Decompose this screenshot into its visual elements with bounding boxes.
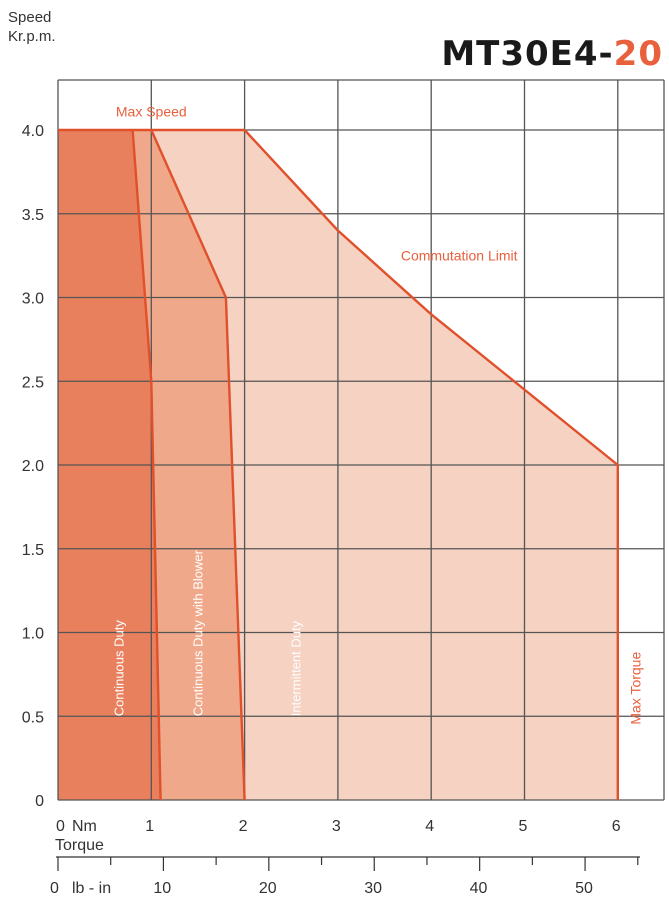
y-tick-label: 3.0 (22, 291, 44, 308)
x2-tick-label: 40 (470, 880, 488, 897)
y-tick-label: 0.5 (22, 709, 44, 726)
x-tick-label: 0 (56, 818, 65, 835)
x-tick-label: 3 (332, 818, 341, 835)
y-axis-label-unit: Kr.p.m. (8, 28, 56, 45)
x-tick-label: 2 (239, 818, 248, 835)
model-title: MT30E4-20 (441, 34, 663, 74)
y-tick-label: 2.0 (22, 458, 44, 475)
region-label-continuous-duty-region: Continuous Duty (111, 620, 126, 717)
x-axis-name-label: Torque (55, 837, 104, 854)
x-tick-label: 5 (519, 818, 528, 835)
y-tick-label: 2.5 (22, 374, 44, 391)
region-label-intermittent-duty-region: Intermittent Duty (289, 620, 304, 716)
x-tick-label: 6 (612, 818, 621, 835)
y-axis-label-speed: Speed (8, 9, 52, 26)
region-label-continuous-duty-blower-region: Continuous Duty with Blower (191, 549, 206, 716)
y-tick-label: 0 (35, 793, 44, 810)
x2-tick-label: 20 (259, 880, 277, 897)
x-tick-label: 4 (425, 818, 434, 835)
model-title-accent: 20 (613, 34, 663, 74)
continuous-duty-boundary (131, 129, 162, 801)
y-tick-label: 1.0 (22, 626, 44, 643)
max-speed-commutation-limit-line (58, 128, 619, 800)
x2-tick-label: 50 (575, 880, 593, 897)
y-tick-label: 1.5 (22, 542, 44, 559)
annotation-commutation-limit: Commutation Limit (401, 248, 518, 264)
annotation-max-speed: Max Speed (116, 103, 187, 119)
annotation-max-torque: Max Torque (627, 652, 643, 725)
model-title-base: MT30E4- (441, 34, 614, 74)
blower-duty-boundary (150, 129, 246, 801)
x-tick-label: 1 (145, 818, 154, 835)
y-tick-label: 3.5 (22, 207, 44, 224)
x2-axis-unit-label: lb - in (72, 880, 111, 897)
x2-tick-label: 0 (50, 880, 59, 897)
x2-tick-label: 10 (153, 880, 171, 897)
x2-tick-label: 30 (364, 880, 382, 897)
y-tick-label: 4.0 (22, 123, 44, 140)
x-axis-unit-label: Nm (72, 818, 97, 835)
